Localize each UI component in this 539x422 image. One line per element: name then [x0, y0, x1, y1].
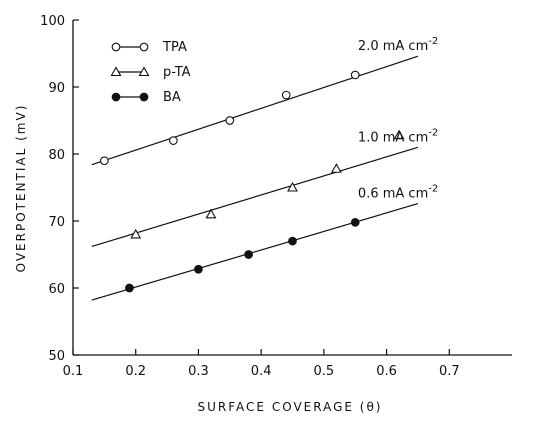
y-tick-label: 100	[40, 14, 65, 29]
point-ba	[194, 264, 203, 274]
x-axis-title: SURFACE COVERAGE (θ)	[198, 400, 383, 414]
y-ticks: 50 60 70 80 90 100	[40, 14, 79, 364]
y-tick-label: 50	[48, 349, 65, 364]
x-tick-label: 0.2	[125, 364, 146, 379]
y-axis-title: OVERPOTENTIAL (mV)	[14, 104, 28, 273]
series-annotation-tpa: 2.0 mA cm-2	[358, 36, 438, 54]
point-p-ta	[205, 208, 217, 219]
point-tpa	[225, 116, 235, 125]
data-points	[100, 70, 405, 293]
series-annotation-ba: 0.6 mA cm-2	[358, 184, 438, 202]
y-tick-label: 70	[48, 215, 65, 230]
point-tpa	[281, 90, 291, 100]
legend: TPA p-TA BA	[110, 40, 191, 105]
y-tick-label: 60	[48, 282, 65, 297]
point-ba	[125, 283, 134, 293]
legend-label-p-ta: p-TA	[163, 65, 191, 80]
point-p-ta	[130, 228, 142, 239]
fit-line-ba	[91, 203, 419, 301]
x-tick-label: 0.1	[63, 364, 84, 379]
point-tpa	[350, 70, 360, 80]
legend-label-ba: BA	[163, 90, 181, 105]
point-tpa	[168, 136, 178, 145]
series-annotations: 2.0 mA cm-2 1.0 mA cm-2 0.6 mA cm-2	[358, 36, 438, 201]
legend-item-ba: BA	[111, 90, 181, 105]
x-tick-label: 0.3	[188, 364, 209, 379]
series-annotation-p-ta: 1.0 mA cm-2	[358, 127, 438, 145]
point-ba	[244, 250, 253, 259]
fit-line-p-ta	[91, 146, 419, 248]
point-ba	[288, 236, 297, 246]
legend-label-tpa: TPA	[162, 40, 187, 55]
point-p-ta	[393, 129, 405, 140]
x-tick-label: 0.6	[376, 364, 397, 379]
x-tick-label: 0.4	[251, 364, 272, 379]
y-tick-label: 80	[48, 148, 65, 163]
fit-line-tpa	[91, 55, 419, 166]
point-tpa	[100, 156, 109, 166]
x-tick-label: 0.7	[439, 364, 460, 379]
legend-item-p-ta: p-TA	[110, 65, 191, 80]
point-p-ta	[330, 163, 342, 173]
point-ba	[350, 217, 360, 227]
x-tick-label: 0.5	[314, 364, 335, 379]
x-ticks: 0.1 0.2 0.3 0.4 0.5 0.6 0.7	[63, 349, 460, 379]
point-p-ta	[287, 181, 298, 192]
y-tick-label: 90	[48, 81, 65, 96]
legend-item-tpa: TPA	[111, 40, 187, 55]
fit-lines	[91, 55, 419, 301]
